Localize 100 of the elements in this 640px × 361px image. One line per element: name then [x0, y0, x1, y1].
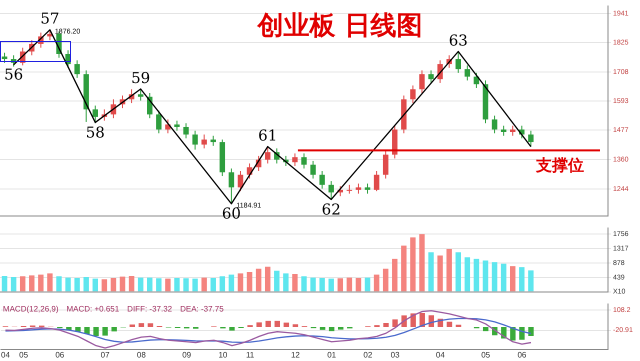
candlestick	[292, 152, 298, 166]
x-tick-label: 07	[100, 350, 110, 360]
annotation: MACD: +0.651	[66, 304, 120, 314]
bar	[274, 270, 280, 292]
x-tick-label: 11	[246, 350, 255, 360]
bar	[356, 278, 362, 292]
bar	[38, 274, 44, 292]
bar	[130, 324, 136, 328]
bar	[510, 266, 516, 292]
bar	[456, 252, 461, 292]
candlestick	[156, 110, 162, 134]
bar	[519, 327, 525, 340]
bar	[392, 258, 398, 292]
candlestick	[356, 183, 362, 194]
annotation: 63	[448, 31, 468, 50]
bar	[283, 273, 289, 292]
bar	[528, 270, 534, 292]
bar	[83, 276, 89, 292]
bar	[246, 272, 252, 292]
bar	[338, 327, 344, 330]
bar	[201, 278, 207, 292]
candlestick	[364, 183, 370, 194]
bar	[229, 327, 235, 331]
bar	[301, 276, 307, 292]
annotation: 57	[40, 10, 60, 28]
candlestick	[374, 170, 380, 192]
bar	[482, 327, 488, 332]
bar	[220, 276, 226, 292]
x-tick-label: 05	[481, 350, 491, 360]
bar	[120, 276, 126, 292]
annotation: 61	[258, 126, 278, 144]
bar	[10, 276, 16, 292]
candlestick	[174, 120, 180, 132]
bar	[446, 248, 452, 292]
candlestick	[428, 70, 434, 84]
x-tick-label: 03	[390, 350, 400, 360]
bar	[65, 278, 71, 292]
bar	[183, 278, 189, 292]
bar	[464, 257, 470, 292]
candlestick	[201, 134, 207, 149]
annotation: 59	[131, 68, 150, 87]
bar	[428, 252, 434, 292]
bar	[110, 278, 116, 292]
candlestick	[328, 180, 334, 200]
bar	[319, 278, 325, 292]
candlestick	[301, 152, 307, 169]
bar	[437, 256, 443, 292]
candlestick	[264, 146, 270, 164]
bar	[138, 278, 144, 292]
bar	[382, 268, 388, 292]
bar	[147, 278, 152, 292]
bar	[74, 278, 80, 292]
annotation: DEA: -37.75	[180, 304, 224, 314]
bar	[500, 264, 506, 292]
bar	[482, 260, 488, 292]
bar	[383, 322, 389, 328]
bar	[266, 320, 271, 328]
x-tick-label: 12	[290, 350, 300, 360]
candlestick	[2, 52, 8, 64]
bar	[93, 327, 99, 336]
bar	[284, 322, 290, 328]
bar	[346, 278, 352, 292]
candlestick	[310, 160, 316, 180]
bar	[256, 268, 262, 292]
bar	[519, 267, 525, 292]
bar	[2, 276, 8, 292]
candlestick	[319, 170, 325, 190]
bar	[474, 258, 480, 292]
bar	[102, 279, 108, 292]
bar	[192, 278, 198, 292]
bar	[364, 278, 370, 292]
x-tick-label: 01	[327, 350, 337, 360]
bar	[419, 234, 425, 292]
candlestick	[492, 115, 498, 134]
annotation: DIFF: -37.32	[127, 304, 173, 314]
bar	[456, 324, 462, 328]
candlestick	[228, 168, 234, 204]
candlestick	[419, 70, 425, 94]
candlestick	[138, 88, 144, 102]
bar	[138, 323, 144, 328]
bar	[274, 320, 280, 328]
candlestick	[510, 125, 516, 136]
bar	[210, 278, 216, 292]
candlestick	[92, 105, 98, 124]
candlestick	[74, 60, 80, 78]
x-tick-label: 05	[19, 350, 29, 360]
bar	[374, 274, 380, 292]
bar	[102, 327, 108, 336]
bar	[292, 274, 298, 292]
bar	[410, 237, 416, 292]
bar	[320, 327, 326, 330]
candlestick	[500, 125, 506, 136]
bar	[292, 324, 298, 328]
bar	[338, 278, 344, 292]
candlestick	[464, 64, 470, 81]
candlestick	[192, 130, 198, 150]
bar	[56, 276, 62, 292]
x-tick-label: 02	[363, 350, 373, 360]
x-tick-label: 09	[182, 350, 192, 360]
bar	[401, 246, 407, 292]
